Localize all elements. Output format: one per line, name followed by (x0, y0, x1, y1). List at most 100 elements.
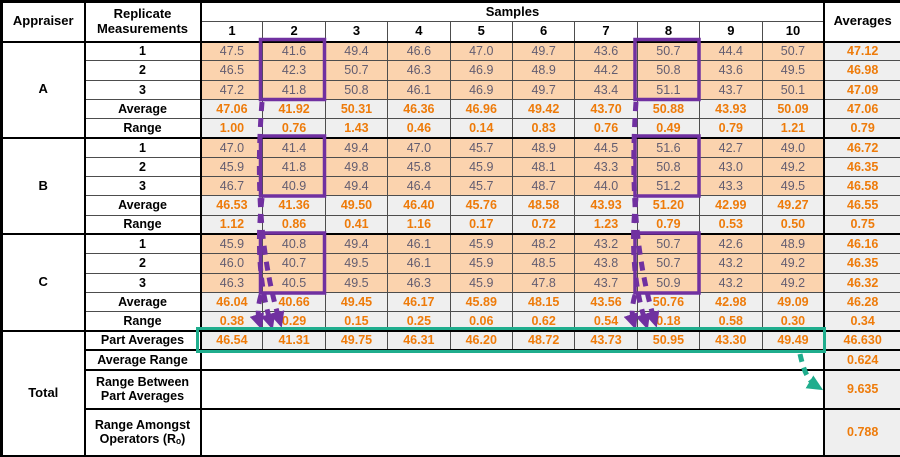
total-label: Total (1, 329, 86, 457)
row-label: 3 (84, 176, 202, 197)
appraiser-b-row-2: 2 45.9 41.8 49.8 45.8 45.9 48.1 43.3 50.8 43.0 49.… (2, 156, 900, 178)
measurement-cell: 43.6 (699, 60, 763, 81)
average-range-row: Average Range 0.624 (2, 349, 900, 371)
measurement-cell: 43.3 (699, 176, 763, 197)
appraiser-c-row-range: Range 0.38 0.29 0.15 0.25 0.06 0.62 0.54 0.18 0.5… (2, 311, 900, 332)
stat-cell: 49.27 (761, 195, 825, 216)
row-label: 2 (84, 156, 202, 178)
measurement-cell: 50.7 (636, 253, 701, 274)
stat-cell: 49.45 (324, 291, 389, 313)
stat-cell: 47.06 (199, 98, 264, 120)
measurement-cell: 45.9 (449, 233, 513, 255)
stat-cell: 0.17 (449, 214, 513, 235)
sample-number: 3 (324, 21, 389, 42)
appraiser-name: A (1, 40, 86, 139)
measurement-cell: 48.9 (761, 233, 825, 255)
stat-cell: 0.49 (636, 118, 701, 139)
part-averages-row: Total Part Averages 46.54 41.31 49.75 46… (1, 329, 900, 457)
measurement-cell: 40.5 (262, 272, 326, 293)
stat-cell: 49.42 (511, 98, 576, 120)
row-average-cell: 46.32 (823, 272, 900, 293)
measurement-cell: 48.9 (511, 60, 576, 81)
appraiser-name: C (1, 233, 86, 332)
measurement-cell: 46.9 (449, 60, 513, 81)
stat-cell: 43.93 (699, 98, 763, 120)
part-average-cell: 49.49 (761, 329, 825, 351)
measurement-cell: 44.0 (574, 176, 638, 197)
grand-average-cell: 46.630 (823, 329, 900, 351)
measurement-cell: 46.1 (387, 253, 451, 274)
stat-cell: 0.76 (574, 118, 638, 139)
stat-cell: 43.70 (574, 98, 638, 120)
measurement-cell: 50.7 (761, 40, 825, 62)
measurement-cell: 43.7 (574, 272, 638, 293)
stat-cell: 0.79 (699, 118, 763, 139)
label-line: Part Averages (100, 389, 185, 404)
measurement-cell: 49.8 (324, 156, 389, 178)
measurement-cell: 49.5 (761, 60, 825, 81)
part-average-cell: 50.95 (636, 329, 701, 351)
row-label: Range (84, 214, 202, 235)
appraiser-c-section: C 1 45.9 40.8 49.4 46.1 45.9 48.2 43.2 50.7 42.6 48… (1, 233, 900, 332)
row-average-cell: 46.55 (823, 195, 900, 216)
measurement-cell: 49.0 (761, 136, 825, 158)
part-average-cell: 43.30 (699, 329, 763, 351)
measurement-cell: 41.6 (262, 40, 326, 62)
measurement-cell: 41.8 (262, 156, 326, 178)
stat-cell: 0.30 (761, 311, 825, 332)
stat-cell: 0.29 (262, 311, 326, 332)
measurement-cell: 51.1 (636, 79, 701, 100)
stat-cell: 0.38 (199, 311, 264, 332)
stat-cell: 0.46 (387, 118, 451, 139)
appraiser-c-row-average: Average 46.04 40.66 49.45 46.17 45.89 48.15 43.… (2, 291, 900, 313)
measurement-cell: 43.7 (699, 79, 763, 100)
total-section: Total Part Averages 46.54 41.31 49.75 46… (1, 329, 900, 457)
stat-cell: 0.14 (449, 118, 513, 139)
row-label: 3 (84, 79, 202, 100)
stat-cell: 1.00 (199, 118, 264, 139)
row-label: 1 (84, 233, 202, 255)
stat-cell: 0.15 (324, 311, 389, 332)
stat-cell: 45.89 (449, 291, 513, 313)
appraiser-c-row-2: 2 46.0 40.7 49.5 46.1 45.9 48.5 43.8 50.7 43.2 49.… (2, 253, 900, 274)
range-amongst-value: 0.788 (823, 407, 900, 457)
stat-cell: 0.72 (511, 214, 576, 235)
measurement-cell: 46.0 (199, 253, 264, 274)
stat-cell: 0.41 (324, 214, 389, 235)
stat-cell: 0.58 (699, 311, 763, 332)
stat-cell: 0.18 (636, 311, 701, 332)
row-label-part-averages: Part Averages (84, 329, 202, 351)
stat-cell: 0.06 (449, 311, 513, 332)
measurement-cell: 40.9 (262, 176, 326, 197)
stat-cell: 41.36 (262, 195, 326, 216)
measurement-cell: 45.7 (449, 176, 513, 197)
part-average-cell: 48.72 (511, 329, 576, 351)
row-average-cell: 46.98 (823, 60, 900, 81)
measurement-cell: 44.4 (699, 40, 763, 62)
part-average-cell: 49.75 (324, 329, 389, 351)
measurement-cell: 46.3 (387, 272, 451, 293)
appraiser-c-row-3: 3 46.3 40.5 49.5 46.3 45.9 47.8 43.7 50.9 43.2 49.… (2, 272, 900, 293)
measurement-cell: 47.5 (199, 40, 264, 62)
measurement-cell: 50.7 (636, 40, 701, 62)
sample-number: 9 (699, 21, 763, 42)
range-between-part-averages-row: Range Between Part Averages 9.635 (2, 368, 900, 410)
appraiser-a-section: A 1 47.5 41.6 49.4 46.6 47.0 49.7 43.6 50.7 44.4 50… (1, 40, 900, 139)
row-average-cell: 46.72 (823, 136, 900, 158)
stat-cell: 0.86 (262, 214, 326, 235)
sample-number: 1 (199, 21, 264, 42)
measurement-cell: 48.1 (511, 156, 576, 178)
measurement-cell: 46.1 (387, 79, 451, 100)
measurement-cell: 43.4 (574, 79, 638, 100)
stat-cell: 46.53 (199, 195, 264, 216)
stat-cell: 42.99 (699, 195, 763, 216)
stat-cell: 43.93 (574, 195, 638, 216)
stat-cell: 51.20 (636, 195, 701, 216)
row-average-cell: 47.06 (823, 98, 900, 120)
header-averages: Averages (823, 1, 900, 42)
measurement-cell: 51.2 (636, 176, 701, 197)
measurement-cell: 43.2 (699, 272, 763, 293)
stat-cell: 0.25 (387, 311, 451, 332)
measurement-cell: 42.7 (699, 136, 763, 158)
